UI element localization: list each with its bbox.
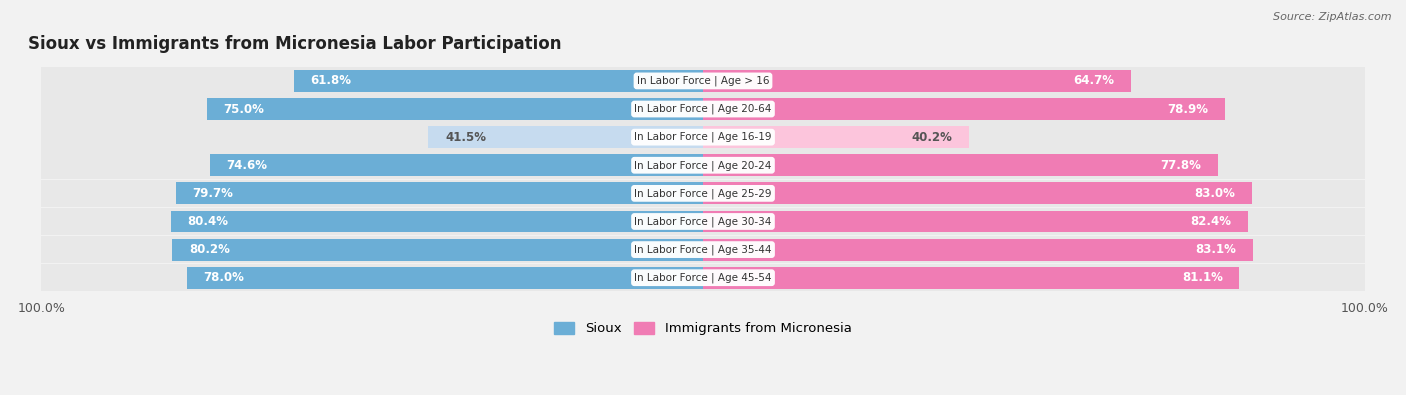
Text: 75.0%: 75.0%	[224, 103, 264, 115]
Text: 61.8%: 61.8%	[311, 74, 352, 87]
Bar	[703, 211, 1249, 232]
Legend: Sioux, Immigrants from Micronesia: Sioux, Immigrants from Micronesia	[548, 317, 858, 341]
Bar	[207, 98, 703, 120]
Bar	[294, 70, 703, 92]
Bar	[42, 236, 703, 263]
Bar	[703, 267, 1240, 289]
Bar	[703, 95, 1364, 123]
Bar	[703, 126, 969, 148]
Bar	[703, 154, 1218, 176]
Text: In Labor Force | Age 45-54: In Labor Force | Age 45-54	[634, 273, 772, 283]
Text: 78.0%: 78.0%	[204, 271, 245, 284]
Bar	[703, 236, 1364, 263]
Bar	[703, 180, 1364, 207]
Bar	[703, 67, 1364, 95]
Text: In Labor Force | Age 35-44: In Labor Force | Age 35-44	[634, 245, 772, 255]
Text: 83.0%: 83.0%	[1195, 187, 1236, 200]
Text: 40.2%: 40.2%	[911, 131, 952, 144]
Text: 41.5%: 41.5%	[446, 131, 486, 144]
Text: 82.4%: 82.4%	[1191, 215, 1232, 228]
Text: 81.1%: 81.1%	[1182, 271, 1223, 284]
Bar	[703, 70, 1130, 92]
Bar	[187, 267, 703, 289]
Text: Sioux vs Immigrants from Micronesia Labor Participation: Sioux vs Immigrants from Micronesia Labo…	[28, 35, 562, 53]
Text: In Labor Force | Age 20-24: In Labor Force | Age 20-24	[634, 160, 772, 171]
Text: 79.7%: 79.7%	[193, 187, 233, 200]
Bar	[703, 151, 1364, 179]
Bar	[42, 151, 703, 179]
Text: 74.6%: 74.6%	[226, 159, 267, 172]
Bar	[703, 182, 1253, 204]
Text: In Labor Force | Age > 16: In Labor Force | Age > 16	[637, 76, 769, 86]
Bar	[42, 95, 703, 123]
Text: In Labor Force | Age 30-34: In Labor Force | Age 30-34	[634, 216, 772, 227]
Bar	[703, 264, 1364, 292]
Bar	[703, 98, 1225, 120]
Bar	[172, 211, 703, 232]
Text: 78.9%: 78.9%	[1167, 103, 1208, 115]
Bar	[429, 126, 703, 148]
Text: 77.8%: 77.8%	[1160, 159, 1201, 172]
Text: Source: ZipAtlas.com: Source: ZipAtlas.com	[1274, 12, 1392, 22]
Text: 64.7%: 64.7%	[1073, 74, 1115, 87]
Bar	[703, 239, 1253, 261]
Text: In Labor Force | Age 25-29: In Labor Force | Age 25-29	[634, 188, 772, 199]
Bar	[173, 239, 703, 261]
Bar	[42, 208, 703, 235]
Bar	[42, 123, 703, 151]
Bar	[42, 67, 703, 95]
Bar	[703, 123, 1364, 151]
Text: In Labor Force | Age 20-64: In Labor Force | Age 20-64	[634, 104, 772, 114]
Bar	[703, 208, 1364, 235]
Bar	[42, 180, 703, 207]
Text: 83.1%: 83.1%	[1195, 243, 1236, 256]
Text: In Labor Force | Age 16-19: In Labor Force | Age 16-19	[634, 132, 772, 142]
Bar	[209, 154, 703, 176]
Text: 80.2%: 80.2%	[188, 243, 229, 256]
Text: 80.4%: 80.4%	[187, 215, 229, 228]
Bar	[176, 182, 703, 204]
Bar	[42, 264, 703, 292]
